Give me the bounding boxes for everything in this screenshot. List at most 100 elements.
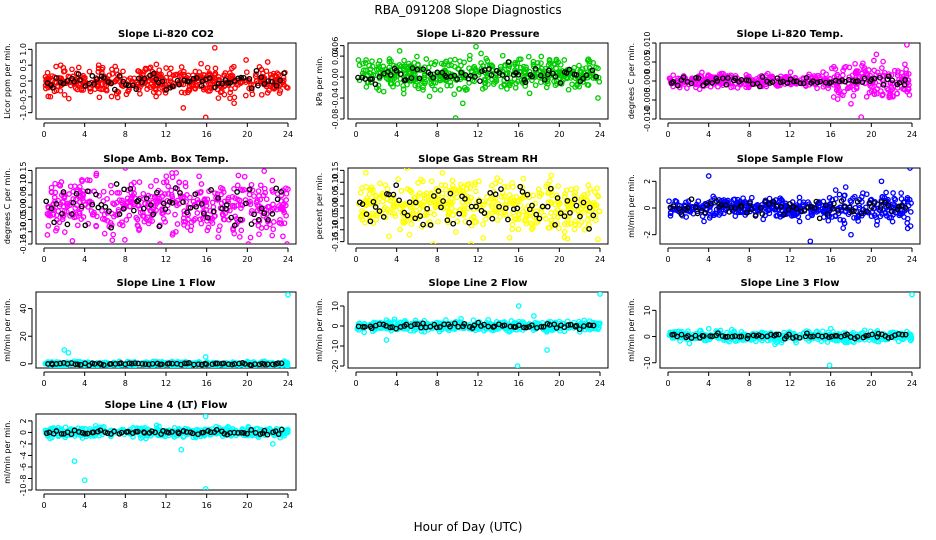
- data-point: [283, 212, 289, 219]
- flagged-point: [91, 81, 97, 87]
- flagged-point: [583, 72, 590, 79]
- data-point: [204, 227, 211, 234]
- data-point: [74, 202, 80, 209]
- data-point: [535, 218, 541, 225]
- outlier-point: [202, 354, 209, 360]
- data-point: [472, 325, 479, 332]
- data-point: [209, 220, 216, 226]
- y-tick-label: -0.005: [643, 87, 652, 113]
- data-point: [852, 60, 858, 67]
- data-point: [595, 320, 602, 327]
- data-point: [763, 83, 770, 90]
- data-point: [567, 220, 574, 227]
- data-point: [375, 61, 382, 67]
- data-point: [377, 180, 383, 187]
- flagged-point: [203, 361, 210, 368]
- data-point: [246, 78, 253, 85]
- data-point: [489, 210, 496, 217]
- flagged-point: [219, 80, 226, 87]
- data-point: [512, 67, 518, 73]
- flagged-point: [265, 78, 272, 84]
- flagged-point: [790, 78, 797, 85]
- data-point: [484, 58, 491, 64]
- x-tick-label: 12: [161, 130, 171, 139]
- data-point: [100, 188, 107, 195]
- data-point: [137, 209, 144, 216]
- data-point: [891, 67, 898, 74]
- data-point: [227, 95, 233, 102]
- data-point: [426, 93, 433, 100]
- flagged-point: [246, 186, 253, 193]
- outlier-point: [907, 168, 913, 171]
- flagged-point: [126, 360, 133, 367]
- data-point: [446, 62, 452, 69]
- y-tick-label: -10: [643, 356, 652, 369]
- x-tick-label: 16: [202, 255, 212, 264]
- flagged-point: [387, 72, 394, 78]
- flagged-point: [411, 321, 418, 328]
- y-tick-label: -0.5: [19, 89, 28, 105]
- data-point: [888, 72, 895, 78]
- flagged-point: [866, 200, 873, 207]
- data-point: [359, 213, 365, 220]
- flagged-point: [541, 76, 548, 83]
- y-tick-label: 0.10: [331, 173, 340, 191]
- plot-frame: [347, 167, 609, 245]
- flagged-point: [580, 199, 587, 206]
- data-point: [57, 182, 64, 189]
- flagged-point: [82, 222, 89, 229]
- data-point: [576, 222, 582, 228]
- data-point: [863, 93, 870, 100]
- flagged-point: [813, 198, 820, 205]
- data-point: [70, 196, 77, 202]
- flagged-point: [259, 360, 265, 367]
- flagged-point: [53, 201, 60, 207]
- y-tick-label: 10: [331, 301, 340, 311]
- data-point: [215, 234, 222, 240]
- flagged-point: [846, 204, 853, 211]
- data-point: [357, 189, 364, 196]
- data-point: [89, 211, 96, 218]
- x-tick-label: 4: [394, 255, 399, 264]
- data-point: [407, 204, 414, 211]
- x-tick-label: 0: [353, 379, 358, 388]
- data-point: [173, 228, 179, 235]
- flagged-point: [139, 360, 146, 367]
- flagged-point: [101, 74, 107, 81]
- outlier-point: [122, 168, 129, 171]
- data-point: [879, 194, 886, 200]
- outlier-point: [61, 347, 68, 353]
- data-point: [479, 86, 486, 92]
- flagged-point: [871, 75, 878, 82]
- outlier-point: [531, 313, 537, 319]
- flagged-point: [732, 75, 738, 82]
- y-axis-label: ml/min per min.: [627, 174, 636, 238]
- data-point: [263, 196, 270, 203]
- data-point: [415, 180, 421, 186]
- flagged-point: [501, 322, 508, 329]
- x-tick-label: 4: [82, 255, 87, 264]
- flagged-point: [89, 360, 96, 367]
- data-point: [564, 235, 571, 242]
- data-point: [510, 209, 517, 216]
- data-point: [486, 62, 493, 69]
- data-point: [95, 62, 102, 69]
- data-point: [142, 200, 149, 207]
- data-point: [467, 52, 473, 59]
- y-tick-label: -10: [331, 339, 340, 352]
- flagged-point: [576, 326, 583, 333]
- flagged-point: [516, 322, 522, 329]
- data-point: [553, 65, 559, 72]
- data-point: [230, 63, 237, 70]
- flagged-point: [713, 198, 720, 204]
- flagged-point: [479, 68, 485, 74]
- flagged-point: [547, 185, 554, 192]
- flagged-point: [236, 360, 242, 367]
- data-point: [843, 339, 849, 346]
- outlier-point: [211, 44, 218, 51]
- data-point: [710, 212, 717, 218]
- data-point: [450, 212, 456, 219]
- flagged-point: [538, 323, 545, 330]
- flagged-point: [43, 198, 50, 205]
